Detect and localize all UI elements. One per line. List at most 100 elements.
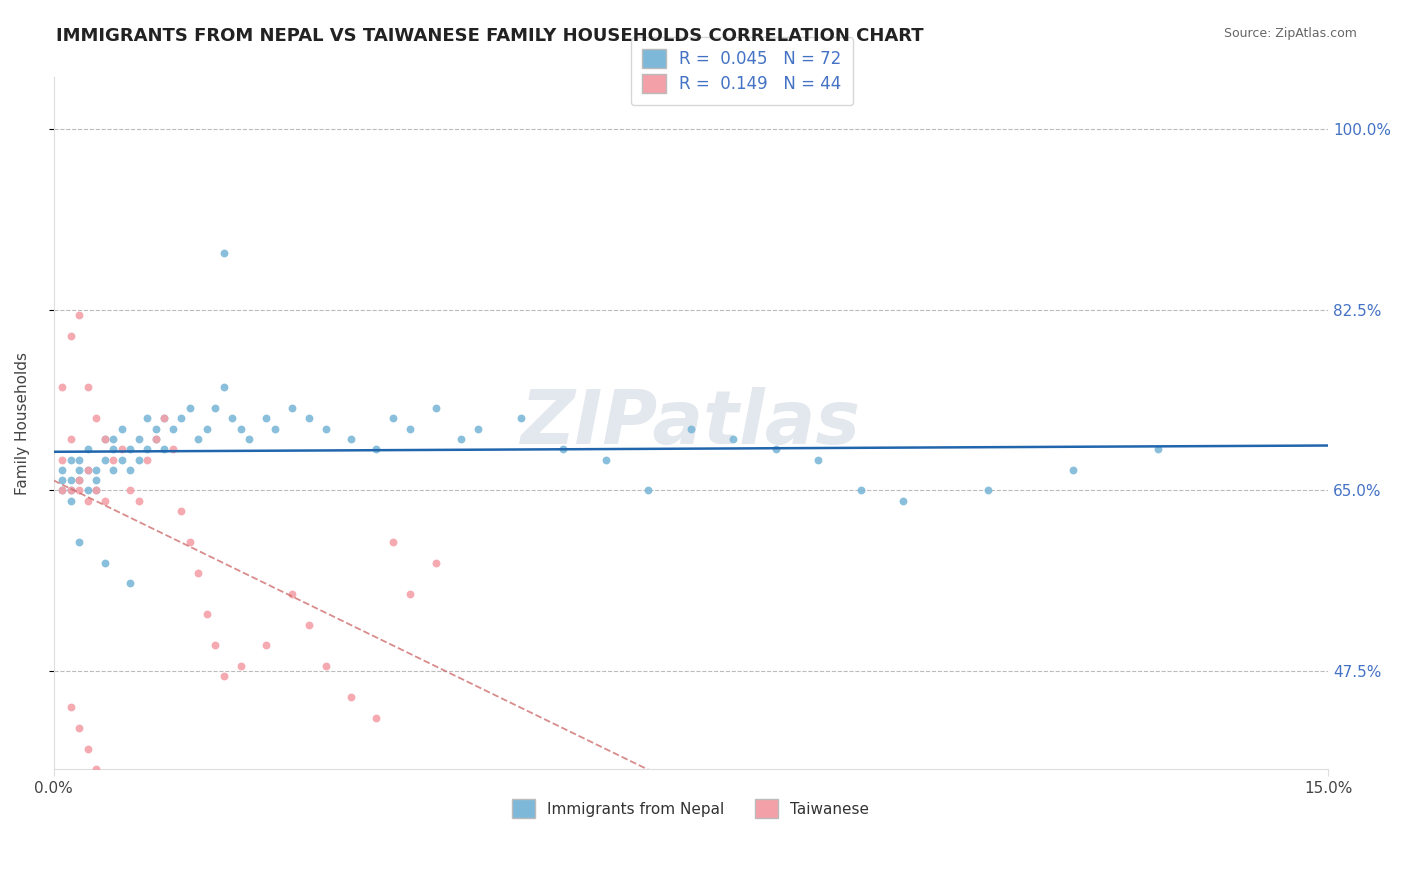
Point (76, 442, 98, 457)
Point (467, 421, 489, 435)
Point (340, 690, 363, 704)
Point (67, 452, 90, 467)
Point (510, 411, 533, 425)
Point (67, 473, 90, 487)
Point (76, 493, 98, 508)
Point (120, 576, 142, 591)
Point (51, 463, 73, 477)
Point (425, 401, 447, 415)
Point (366, 711, 388, 725)
Point (59, 328, 82, 343)
Point (51, 473, 73, 487)
Point (195, 607, 218, 622)
Point (280, 401, 302, 415)
Point (553, 442, 575, 457)
Point (59, 493, 82, 508)
Point (187, 566, 209, 580)
Point (254, 639, 277, 653)
Point (204, 401, 226, 415)
Point (1062, 463, 1084, 477)
Text: ZIPatlas: ZIPatlas (520, 387, 860, 460)
Point (120, 442, 142, 457)
Point (51, 452, 73, 467)
Point (315, 421, 337, 435)
Point (59, 432, 82, 446)
Point (145, 421, 167, 435)
Point (76, 463, 98, 477)
Legend: Immigrants from Nepal, Taiwanese: Immigrants from Nepal, Taiwanese (506, 793, 876, 824)
Point (170, 504, 193, 518)
Point (76, 483, 98, 498)
Point (849, 483, 872, 498)
Point (204, 639, 226, 653)
Point (145, 432, 167, 446)
Point (84, 411, 107, 425)
Point (84, 483, 107, 498)
Point (128, 493, 150, 508)
Point (254, 411, 277, 425)
Point (136, 442, 159, 457)
Point (93, 556, 115, 570)
Point (84, 762, 107, 776)
Point (67, 721, 90, 735)
Point (637, 483, 659, 498)
Point (399, 587, 422, 601)
Y-axis label: Family Households: Family Households (15, 351, 30, 495)
Point (679, 421, 702, 435)
Point (187, 432, 209, 446)
Point (382, 411, 405, 425)
Point (51, 380, 73, 394)
Point (1147, 442, 1170, 457)
Point (120, 483, 142, 498)
Point (59, 483, 82, 498)
Point (212, 380, 235, 394)
Point (229, 659, 252, 673)
Point (450, 432, 472, 446)
Text: IMMIGRANTS FROM NEPAL VS TAIWANESE FAMILY HOUSEHOLDS CORRELATION CHART: IMMIGRANTS FROM NEPAL VS TAIWANESE FAMIL… (56, 27, 924, 45)
Point (179, 401, 201, 415)
Point (101, 432, 124, 446)
Point (128, 452, 150, 467)
Point (280, 587, 302, 601)
Point (340, 432, 363, 446)
Point (153, 442, 176, 457)
Point (93, 493, 115, 508)
Point (315, 659, 337, 673)
Point (67, 308, 90, 322)
Point (93, 452, 115, 467)
Point (51, 483, 73, 498)
Point (51, 483, 73, 498)
Point (110, 421, 132, 435)
Point (162, 442, 184, 457)
Point (195, 421, 218, 435)
Point (101, 442, 124, 457)
Point (93, 432, 115, 446)
Point (382, 535, 405, 549)
Point (229, 421, 252, 435)
Point (84, 483, 107, 498)
Point (145, 432, 167, 446)
Point (162, 421, 184, 435)
Point (263, 421, 285, 435)
Point (807, 452, 830, 467)
Point (59, 700, 82, 714)
Point (84, 473, 107, 487)
Point (212, 669, 235, 683)
Point (366, 442, 388, 457)
Point (153, 411, 176, 425)
Point (101, 463, 124, 477)
Point (59, 452, 82, 467)
Point (59, 483, 82, 498)
Point (723, 432, 745, 446)
Point (765, 442, 787, 457)
Point (67, 535, 90, 549)
Point (110, 452, 132, 467)
Point (212, 246, 235, 260)
Point (101, 452, 124, 467)
Point (891, 493, 914, 508)
Point (170, 411, 193, 425)
Point (595, 452, 617, 467)
Point (59, 473, 82, 487)
Point (67, 463, 90, 477)
Text: Source: ZipAtlas.com: Source: ZipAtlas.com (1223, 27, 1357, 40)
